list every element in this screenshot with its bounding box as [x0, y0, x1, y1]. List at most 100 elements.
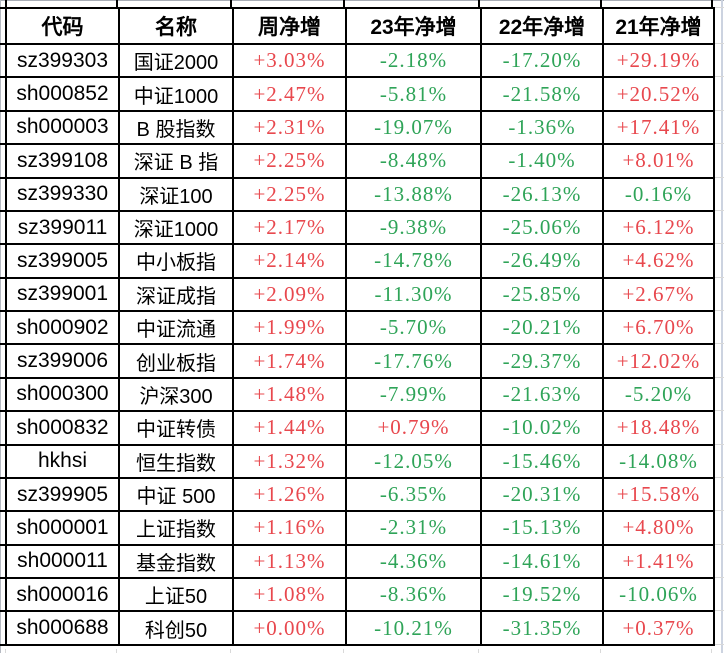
cell-code[interactable]: sz399011 [5, 209, 120, 246]
cell-2023-change[interactable]: -8.36% [345, 576, 482, 613]
cell-code[interactable]: sh000300 [5, 376, 120, 413]
cell-week-change[interactable]: +2.17% [232, 209, 347, 246]
cell-name[interactable]: 创业板指 [118, 343, 234, 379]
cell-code[interactable]: sh000852 [5, 76, 120, 112]
cell-code[interactable]: sz399905 [5, 476, 120, 513]
cell-2021-change[interactable]: +12.02% [602, 343, 715, 379]
cell-week-change[interactable]: +2.31% [232, 109, 347, 146]
cell-2021-change[interactable]: -14.08% [602, 443, 715, 479]
cell-week-change[interactable]: +1.08% [232, 576, 347, 613]
cell-week-change[interactable]: +1.99% [232, 309, 347, 346]
cell-2021-change[interactable]: +8.01% [602, 143, 715, 179]
cell-code[interactable]: sz399005 [5, 243, 120, 279]
cell-code[interactable]: sz399001 [5, 276, 120, 313]
cell-name[interactable]: 中小板指 [118, 243, 234, 279]
cell-2022-change[interactable]: -17.20% [480, 42, 604, 79]
cell-2021-change[interactable]: +15.58% [602, 476, 715, 513]
cell-name[interactable]: 深证成指 [118, 276, 234, 313]
cell-2023-change[interactable]: -6.35% [345, 476, 482, 513]
cell-2023-change[interactable]: -9.38% [345, 209, 482, 246]
cell-2022-change[interactable]: -26.13% [480, 176, 604, 212]
cell-2021-change[interactable]: +1.41% [602, 543, 715, 580]
column-header-code[interactable]: 代码 [5, 7, 120, 45]
cell-2022-change[interactable]: -14.61% [480, 543, 604, 580]
cell-2022-change[interactable]: -20.31% [480, 476, 604, 513]
cell-name[interactable]: 深证 B 指 [118, 143, 234, 179]
cell-name[interactable]: 中证流通 [118, 309, 234, 346]
cell-name[interactable]: 深证100 [118, 176, 234, 212]
cell-2021-change[interactable]: +6.70% [602, 309, 715, 346]
cell-week-change[interactable]: +1.16% [232, 510, 347, 546]
column-header-2023[interactable]: 23年净增 [345, 7, 482, 45]
column-header-week[interactable]: 周净增 [232, 7, 347, 45]
cell-2023-change[interactable]: -8.48% [345, 143, 482, 179]
cell-name[interactable]: 中证1000 [118, 76, 234, 112]
cell-2023-change[interactable]: -10.21% [345, 610, 482, 646]
cell-week-change[interactable]: +2.25% [232, 176, 347, 212]
cell-2022-change[interactable]: -1.36% [480, 109, 604, 146]
column-header-name[interactable]: 名称 [118, 7, 234, 45]
cell-code[interactable]: sz399303 [5, 42, 120, 79]
cell-2021-change[interactable]: +20.52% [602, 76, 715, 112]
cell-name[interactable]: 科创50 [118, 610, 234, 646]
cell-2022-change[interactable]: -19.52% [480, 576, 604, 613]
cell-2021-change[interactable]: +2.67% [602, 276, 715, 313]
cell-name[interactable]: 恒生指数 [118, 443, 234, 479]
cell-week-change[interactable]: +1.74% [232, 343, 347, 379]
cell-name[interactable]: 沪深300 [118, 376, 234, 413]
cell-name[interactable]: 上证50 [118, 576, 234, 613]
cell-name[interactable]: B 股指数 [118, 109, 234, 146]
cell-code[interactable]: sh000003 [5, 109, 120, 146]
cell-2023-change[interactable]: -12.05% [345, 443, 482, 479]
cell-2023-change[interactable]: +0.79% [345, 410, 482, 446]
cell-2023-change[interactable]: -5.70% [345, 309, 482, 346]
column-header-2022[interactable]: 22年净增 [480, 7, 604, 45]
cell-2022-change[interactable]: -25.06% [480, 209, 604, 246]
cell-2021-change[interactable]: -10.06% [602, 576, 715, 613]
cell-week-change[interactable]: +2.47% [232, 76, 347, 112]
cell-2023-change[interactable]: -7.99% [345, 376, 482, 413]
cell-2023-change[interactable]: -14.78% [345, 243, 482, 279]
cell-2021-change[interactable]: +17.41% [602, 109, 715, 146]
cell-code[interactable]: sh000688 [5, 610, 120, 646]
cell-name[interactable]: 上证指数 [118, 510, 234, 546]
cell-2022-change[interactable]: -26.49% [480, 243, 604, 279]
cell-2022-change[interactable]: -21.58% [480, 76, 604, 112]
cell-code[interactable]: sz399006 [5, 343, 120, 379]
cell-2021-change[interactable]: -0.16% [602, 176, 715, 212]
cell-2023-change[interactable]: -4.36% [345, 543, 482, 580]
cell-code[interactable]: hkhsi [5, 443, 120, 479]
cell-2022-change[interactable]: -15.46% [480, 443, 604, 479]
cell-code[interactable]: sz399330 [5, 176, 120, 212]
cell-2021-change[interactable]: +4.80% [602, 510, 715, 546]
cell-2022-change[interactable]: -20.21% [480, 309, 604, 346]
cell-2021-change[interactable]: +4.62% [602, 243, 715, 279]
cell-code[interactable]: sh000832 [5, 410, 120, 446]
cell-name[interactable]: 基金指数 [118, 543, 234, 580]
cell-2023-change[interactable]: -2.31% [345, 510, 482, 546]
cell-2023-change[interactable]: -5.81% [345, 76, 482, 112]
cell-2022-change[interactable]: -29.37% [480, 343, 604, 379]
cell-code[interactable]: sz399108 [5, 143, 120, 179]
cell-week-change[interactable]: +1.26% [232, 476, 347, 513]
cell-2023-change[interactable]: -13.88% [345, 176, 482, 212]
cell-week-change[interactable]: +2.09% [232, 276, 347, 313]
cell-code[interactable]: sh000001 [5, 510, 120, 546]
cell-name[interactable]: 中证 500 [118, 476, 234, 513]
column-header-2021[interactable]: 21年净增 [602, 7, 715, 45]
cell-2022-change[interactable]: -10.02% [480, 410, 604, 446]
cell-week-change[interactable]: +1.13% [232, 543, 347, 580]
cell-name[interactable]: 中证转债 [118, 410, 234, 446]
cell-week-change[interactable]: +2.14% [232, 243, 347, 279]
cell-2022-change[interactable]: -21.63% [480, 376, 604, 413]
cell-code[interactable]: sh000011 [5, 543, 120, 580]
cell-2021-change[interactable]: +6.12% [602, 209, 715, 246]
cell-2022-change[interactable]: -31.35% [480, 610, 604, 646]
cell-2021-change[interactable]: -5.20% [602, 376, 715, 413]
cell-week-change[interactable]: +1.44% [232, 410, 347, 446]
cell-2022-change[interactable]: -1.40% [480, 143, 604, 179]
cell-week-change[interactable]: +3.03% [232, 42, 347, 79]
cell-2022-change[interactable]: -15.13% [480, 510, 604, 546]
cell-code[interactable]: sh000902 [5, 309, 120, 346]
cell-week-change[interactable]: +2.25% [232, 143, 347, 179]
